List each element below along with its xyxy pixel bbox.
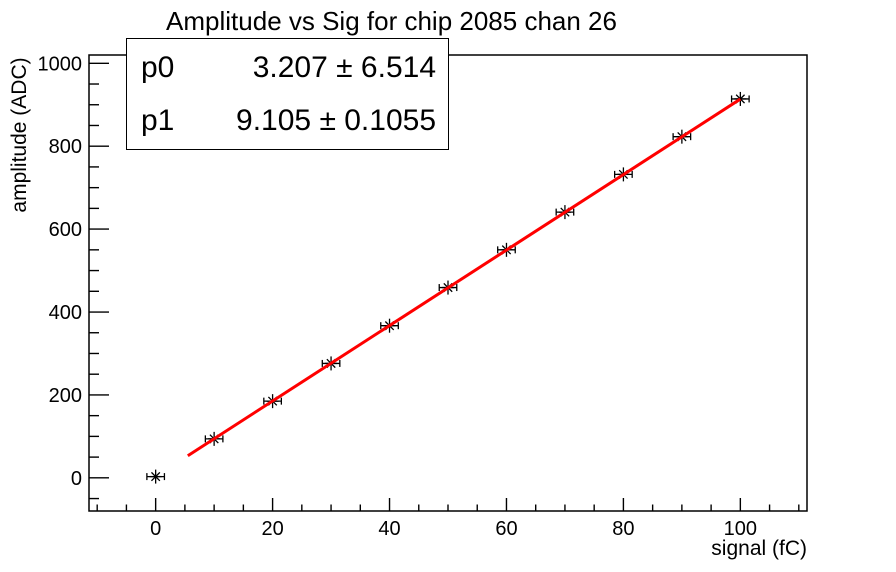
fit-stats-box: p0 3.207 ± 6.514 p1 9.105 ± 0.1055 [126, 38, 449, 150]
stats-p1-value: 9.105 ± 0.1055 [236, 103, 436, 137]
marker-ray [150, 471, 161, 482]
x-axis: 0 20 40 60 80 100 [96, 498, 800, 540]
chart-title: Amplitude vs Sig for chip 2085 chan 26 [166, 6, 617, 36]
x-axis-tick-label: 60 [495, 518, 517, 540]
y-axis-tick-label: 200 [49, 385, 82, 407]
stats-p1-label: p1 [141, 103, 175, 137]
x-axis-tick-label: 20 [261, 518, 283, 540]
x-axis-title: signal (fC) [711, 537, 807, 560]
y-axis-tick-label: 400 [49, 302, 82, 324]
y-axis-tick-label: 0 [71, 468, 82, 490]
y-axis-tick-label: 800 [49, 136, 82, 158]
y-axis-title: amplitude (ADC) [8, 57, 31, 213]
y-axis: 0 200 400 600 800 1000 [38, 53, 109, 500]
x-axis-tick-label: 0 [150, 518, 161, 540]
x-axis-tick-label: 80 [612, 518, 634, 540]
stats-p0-label: p0 [141, 50, 175, 84]
y-axis-tick-label: 600 [49, 219, 82, 241]
stats-row-p0: p0 3.207 ± 6.514 [141, 51, 436, 85]
stats-row-p1: p1 9.105 ± 0.1055 [141, 104, 436, 138]
fit-line [186, 97, 742, 458]
data-point [146, 469, 166, 484]
y-axis-tick-label: 1000 [38, 53, 83, 75]
x-axis-tick-label: 100 [724, 518, 757, 540]
stats-p0-value: 3.207 ± 6.514 [252, 50, 436, 84]
x-axis-tick-label: 40 [378, 518, 400, 540]
